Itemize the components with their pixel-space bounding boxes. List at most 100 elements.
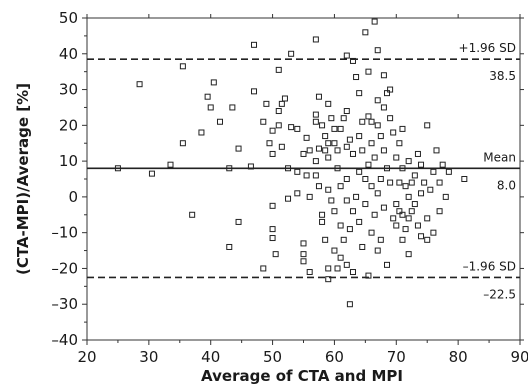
data-point: [300, 251, 307, 258]
data-point: [312, 172, 319, 179]
data-point: [408, 179, 415, 186]
data-point: [328, 197, 335, 204]
data-point: [365, 272, 372, 279]
data-point: [359, 243, 366, 250]
data-point: [334, 165, 341, 172]
y-tick-label: 0: [68, 188, 78, 206]
data-point: [387, 86, 394, 93]
data-point: [210, 79, 217, 86]
data-point: [405, 158, 412, 165]
x-tick-label: 50: [263, 348, 282, 366]
data-point: [148, 170, 155, 177]
data-point: [356, 133, 363, 140]
data-point: [405, 215, 412, 222]
x-tick-label: 20: [77, 348, 96, 366]
data-point: [418, 233, 425, 240]
data-point: [275, 108, 282, 115]
data-point: [393, 222, 400, 229]
data-point: [337, 222, 344, 229]
data-point: [418, 161, 425, 168]
y-tick-label: 30: [59, 81, 78, 99]
data-point: [380, 72, 387, 79]
data-point: [445, 168, 452, 175]
data-point: [281, 95, 288, 102]
data-point: [216, 118, 223, 125]
y-axis-label: (CTA-MPI)/Average [%]: [14, 83, 32, 275]
data-point: [325, 154, 332, 161]
data-point: [405, 193, 412, 200]
data-point: [402, 226, 409, 233]
data-point: [346, 301, 353, 308]
y-tick-label: –10: [51, 224, 78, 242]
data-point: [260, 265, 267, 272]
data-point: [433, 147, 440, 154]
data-point: [272, 251, 279, 258]
x-tick-label: 90: [510, 348, 528, 366]
data-point: [263, 100, 270, 107]
reference-line-value: 38.5: [489, 69, 516, 83]
data-point: [414, 222, 421, 229]
data-point: [331, 208, 338, 215]
data-point: [325, 140, 332, 147]
data-point: [189, 211, 196, 218]
data-point: [374, 122, 381, 129]
data-point: [278, 100, 285, 107]
data-point: [251, 41, 258, 48]
data-point: [306, 269, 313, 276]
data-point: [368, 229, 375, 236]
data-point: [319, 211, 326, 218]
reference-line-label: –1.96 SD: [463, 259, 516, 273]
data-point: [396, 179, 403, 186]
data-point: [136, 81, 143, 88]
data-point: [399, 236, 406, 243]
data-point: [198, 129, 205, 136]
data-point: [380, 147, 387, 154]
data-point: [387, 179, 394, 186]
data-point: [315, 183, 322, 190]
data-point: [328, 115, 335, 122]
reference-line-value: –22.5: [483, 287, 516, 301]
data-point: [343, 143, 350, 150]
data-point: [368, 183, 375, 190]
data-point: [269, 226, 276, 233]
data-point: [424, 236, 431, 243]
data-point: [384, 165, 391, 172]
data-point: [285, 195, 292, 202]
data-point: [436, 179, 443, 186]
data-point: [207, 104, 214, 111]
data-point: [346, 136, 353, 143]
data-point: [430, 229, 437, 236]
data-point: [303, 172, 310, 179]
data-point: [418, 190, 425, 197]
data-point: [374, 247, 381, 254]
data-point: [235, 218, 242, 225]
y-tick-label: –40: [51, 331, 78, 349]
data-point: [306, 193, 313, 200]
data-point: [377, 236, 384, 243]
data-point: [349, 208, 356, 215]
data-point: [322, 133, 329, 140]
data-point: [337, 183, 344, 190]
data-point: [374, 190, 381, 197]
data-point: [294, 125, 301, 132]
data-point: [353, 193, 360, 200]
data-point: [312, 111, 319, 118]
data-point: [334, 147, 341, 154]
data-point: [396, 208, 403, 215]
data-point: [430, 168, 437, 175]
data-point: [226, 243, 233, 250]
data-point: [349, 269, 356, 276]
data-point: [288, 124, 295, 131]
data-point: [331, 247, 338, 254]
y-tick-label: –20: [51, 259, 78, 277]
y-tick-label: 10: [59, 152, 78, 170]
data-point: [439, 161, 446, 168]
data-point: [325, 276, 332, 283]
data-point: [365, 68, 372, 75]
data-point: [204, 93, 211, 100]
data-point: [384, 90, 391, 97]
data-point: [300, 258, 307, 265]
data-point: [325, 186, 332, 193]
data-point: [325, 265, 332, 272]
